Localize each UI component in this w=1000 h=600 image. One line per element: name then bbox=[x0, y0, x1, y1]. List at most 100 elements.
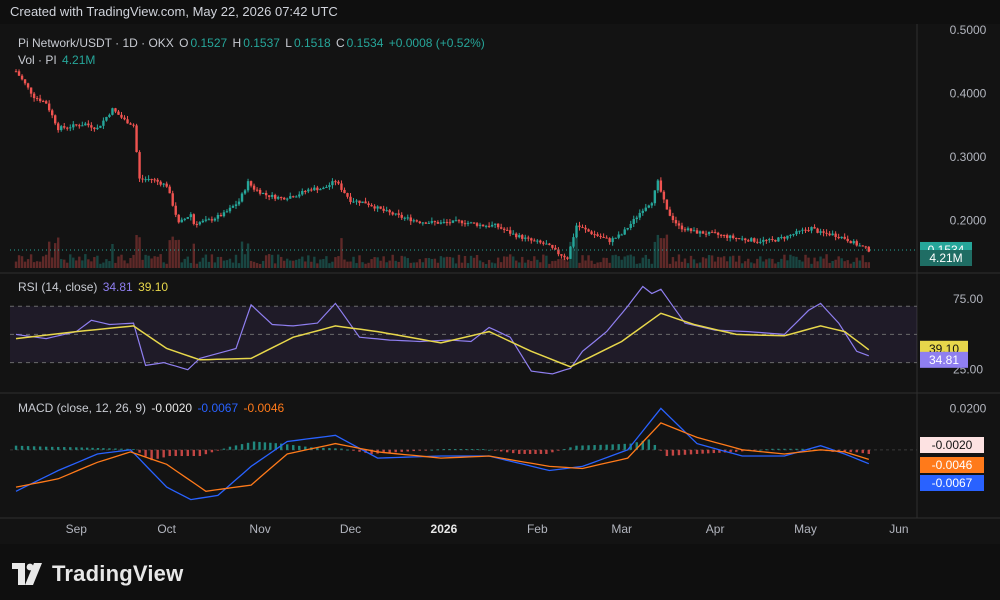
candle-body bbox=[47, 103, 51, 111]
candle-body bbox=[108, 114, 111, 117]
candle-body bbox=[662, 191, 666, 200]
macd-hist-bar bbox=[75, 447, 78, 450]
volume-bar bbox=[156, 256, 159, 268]
volume-bar bbox=[304, 261, 307, 268]
volume-bar bbox=[186, 256, 189, 268]
volume-bar bbox=[728, 256, 732, 268]
candle-body bbox=[382, 208, 385, 211]
candle-body bbox=[183, 218, 186, 220]
candle-body bbox=[222, 212, 226, 217]
rsi-pane bbox=[10, 285, 917, 375]
volume-bar bbox=[75, 260, 78, 268]
candle-body bbox=[855, 241, 858, 246]
candle-body bbox=[765, 239, 768, 241]
candle-body bbox=[542, 242, 545, 244]
price-legend: Pi Network/USDT · 1D · OKX O 0.1527 H 0.15… bbox=[18, 36, 487, 50]
macd-signal-value: -0.0046 bbox=[243, 401, 285, 415]
candle-body bbox=[129, 123, 132, 125]
macd-hist-bar bbox=[795, 448, 798, 450]
candle-body bbox=[819, 231, 822, 233]
candle-body bbox=[267, 195, 271, 197]
macd-hist-bar bbox=[57, 446, 60, 450]
volume-bar bbox=[635, 263, 638, 268]
volume-bar bbox=[840, 258, 843, 268]
macd-hist-bar bbox=[108, 448, 111, 450]
candle-body bbox=[858, 245, 861, 247]
macd-label: MACD (close, 12, 26, 9) bbox=[18, 401, 147, 415]
macd-hist-bar bbox=[258, 441, 261, 450]
chart-panel: 0.5000 0.4000 0.3000 0.2000 0.1534 4.21M 75.00… bbox=[0, 24, 1000, 544]
volume-bar bbox=[66, 262, 69, 268]
volume-bar bbox=[213, 262, 217, 268]
volume-bar bbox=[515, 260, 518, 268]
volume-bar bbox=[744, 261, 747, 268]
macd-hist-bar bbox=[44, 446, 48, 450]
candle-body bbox=[430, 221, 434, 223]
macd-hist-bar bbox=[653, 444, 657, 450]
candle-body bbox=[665, 199, 669, 210]
volume-bar bbox=[593, 263, 596, 268]
volume-bar bbox=[301, 256, 304, 268]
candle-body bbox=[32, 93, 36, 99]
candle-body bbox=[744, 238, 747, 241]
candle-body bbox=[394, 213, 397, 215]
volume-bar bbox=[84, 254, 87, 268]
macd-hist-bar bbox=[855, 449, 858, 453]
macd-pane bbox=[10, 407, 917, 501]
volume-bar bbox=[165, 263, 168, 268]
candle-body bbox=[753, 238, 756, 242]
candle-body bbox=[162, 183, 165, 185]
volume-bar bbox=[216, 256, 220, 268]
rsi-badge-label: 34.81 bbox=[929, 353, 959, 367]
open-label: O bbox=[179, 36, 189, 50]
volume-bar bbox=[57, 237, 60, 268]
volume-bar bbox=[41, 256, 45, 268]
candle-body bbox=[623, 229, 626, 235]
volume-bar bbox=[433, 258, 437, 268]
macd-hist-bar bbox=[430, 449, 434, 451]
candle-body bbox=[219, 214, 223, 217]
candle-body bbox=[762, 239, 765, 242]
candle-body bbox=[846, 238, 849, 242]
macd-hist-bar bbox=[400, 449, 403, 452]
volume-bar bbox=[102, 262, 105, 268]
candle-body bbox=[671, 215, 675, 221]
candle-body bbox=[78, 125, 81, 127]
candle-body bbox=[216, 214, 220, 219]
volume-bar bbox=[358, 255, 361, 268]
macd-hist-bar bbox=[80, 447, 83, 450]
volume-bar bbox=[129, 257, 132, 268]
candle-body bbox=[548, 243, 551, 245]
volume-bar bbox=[795, 256, 798, 268]
volume-bar bbox=[451, 257, 455, 268]
volume-bar bbox=[599, 262, 602, 268]
volume-bar bbox=[533, 256, 536, 268]
macd-hist-bar bbox=[689, 449, 693, 455]
candle-body bbox=[780, 237, 783, 239]
volume-bar bbox=[665, 234, 669, 268]
candle-body bbox=[313, 187, 316, 191]
macd-hist-bar bbox=[741, 449, 744, 452]
volume-bar bbox=[542, 254, 545, 268]
candle-body bbox=[674, 220, 678, 224]
candle-body bbox=[611, 238, 614, 243]
macd-hist-bar bbox=[867, 449, 870, 454]
candle-body bbox=[195, 223, 199, 225]
candle-body bbox=[807, 230, 810, 232]
candle-body bbox=[102, 120, 105, 126]
candle-body bbox=[273, 194, 277, 199]
candle-body bbox=[135, 125, 138, 153]
volume-bar bbox=[117, 256, 120, 268]
candle-body bbox=[376, 206, 379, 209]
volume-bar bbox=[382, 256, 385, 268]
candle-body bbox=[44, 101, 48, 104]
volume-bar bbox=[394, 260, 397, 268]
volume-bar bbox=[138, 237, 141, 268]
candle-body bbox=[228, 207, 232, 212]
candle-body bbox=[246, 181, 250, 191]
candle-body bbox=[822, 231, 825, 233]
candle-body bbox=[647, 205, 651, 208]
volume-bar bbox=[566, 261, 569, 268]
volume-bar bbox=[195, 263, 199, 268]
candle-body bbox=[298, 194, 301, 197]
